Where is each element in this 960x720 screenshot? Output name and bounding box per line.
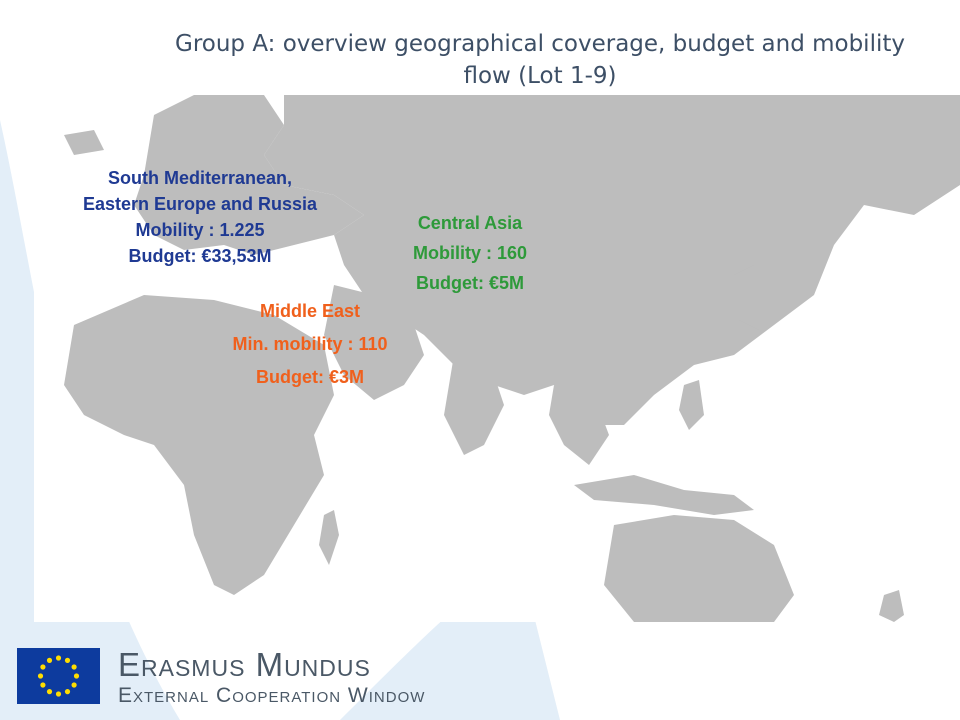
program-title: Erasmus Mundus (118, 646, 371, 684)
region-label-middle-east: Middle East Min. mobility : 110 Budget: … (190, 295, 430, 394)
region-name-continued: Eastern Europe and Russia (82, 194, 318, 214)
landmass-africa (64, 295, 334, 595)
region-name: South Mediterranean, (107, 168, 293, 188)
landmass-india (444, 355, 504, 455)
program-subtitle-text: External Cooperation Window (118, 684, 426, 707)
landmass-australia (604, 515, 794, 622)
landmass-indonesia (574, 475, 754, 515)
landmass-southeast-asia (549, 385, 609, 465)
landmass-japan (734, 265, 774, 330)
program-title-text: Erasmus Mundus (118, 646, 371, 683)
landmass-arabia (324, 285, 424, 400)
landmass-asia (264, 95, 960, 425)
landmass-madagascar (319, 510, 339, 565)
region-label-central-asia: Central Asia Mobility : 160 Budget: €5M (380, 208, 560, 298)
eu-flag-logo (17, 648, 100, 704)
program-subtitle: External Cooperation Window (118, 684, 425, 708)
region-label-south-mediterranean: South Mediterranean, Eastern Europe and … (40, 165, 360, 269)
region-name: Central Asia (417, 213, 523, 233)
world-map-graphic (64, 95, 960, 622)
region-mobility: Mobility : 1.225 (135, 220, 265, 240)
region-name: Middle East (259, 301, 361, 321)
landmass-iceland (64, 130, 104, 155)
landmass-philippines (679, 380, 704, 430)
region-budget: Budget: €3M (256, 367, 364, 387)
landmass-europe (134, 95, 364, 255)
region-budget: Budget: €33,53M (128, 246, 272, 266)
landmass-new-zealand (879, 590, 904, 622)
region-mobility: Mobility : 160 (412, 243, 528, 263)
region-budget: Budget: €5M (416, 273, 524, 293)
world-map (34, 95, 960, 622)
slide-title: Group A: overview geographical coverage,… (175, 31, 905, 89)
region-mobility: Min. mobility : 110 (232, 334, 388, 354)
